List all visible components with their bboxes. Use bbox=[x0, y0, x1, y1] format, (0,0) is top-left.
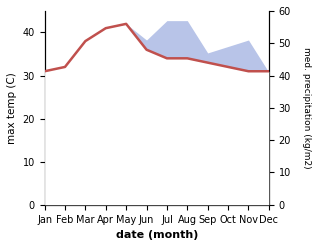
Y-axis label: med. precipitation (kg/m2): med. precipitation (kg/m2) bbox=[302, 47, 311, 169]
Y-axis label: max temp (C): max temp (C) bbox=[7, 72, 17, 144]
X-axis label: date (month): date (month) bbox=[115, 230, 198, 240]
